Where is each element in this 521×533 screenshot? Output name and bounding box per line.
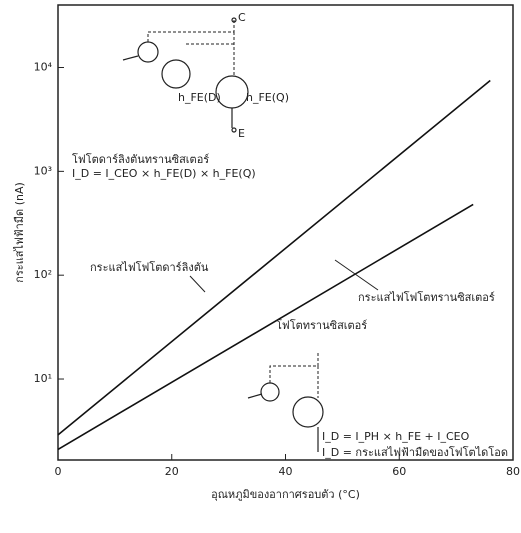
- x-tick-label: 0: [55, 465, 62, 478]
- y-tick-label: 10¹: [34, 372, 52, 385]
- series-label: กระแสไฟโฟโตทรานซิสเตอร์: [358, 290, 495, 304]
- x-tick-label: 20: [165, 465, 179, 478]
- darlington-diagram: [123, 18, 248, 132]
- line: [58, 204, 473, 449]
- y-axis-label: กระแสไฟฟ้ามืด (nA): [13, 182, 26, 283]
- chart: 0 20 40 60 80 10¹ 10² 10³ 10⁴ อุณหภูมิของอากาศรอบ…: [0, 0, 521, 533]
- x-axis-label: อุณหภูมิของอากาศรอบตัว (°C): [211, 488, 360, 501]
- label-arrow: [190, 276, 205, 292]
- annotation: I_D = I_PH × h_FE + I_CEO: [322, 430, 470, 443]
- line: [58, 80, 490, 434]
- x-tick-label: 60: [392, 465, 406, 478]
- annotation: I_D = กระแสไฟฟ้ามืดของโฟโตไดโอด: [322, 445, 508, 459]
- plot-frame: [58, 5, 513, 460]
- annotation: โฟโตทรานซิสเตอร์: [276, 318, 367, 332]
- annotation: h_FE(D): [178, 91, 221, 104]
- annotation: E: [238, 127, 245, 140]
- annotation: C: [238, 11, 246, 24]
- y-tick-label: 10³: [34, 164, 52, 177]
- y-tick-label: 10⁴: [34, 61, 53, 74]
- x-tick-label: 80: [506, 465, 520, 478]
- annotation: โฟโตดาร์ลิงตันทรานซิสเตอร์: [72, 152, 209, 166]
- x-tick-label: 40: [279, 465, 293, 478]
- y-tick-label: 10²: [34, 268, 52, 281]
- annotation: h_FE(Q): [246, 91, 289, 104]
- phototransistor-diagram: [248, 352, 323, 452]
- series-label: กระแสไฟโฟโตดาร์ลิงตัน: [90, 260, 209, 274]
- annotation: I_D = I_CEO × h_FE(D) × h_FE(Q): [72, 167, 256, 180]
